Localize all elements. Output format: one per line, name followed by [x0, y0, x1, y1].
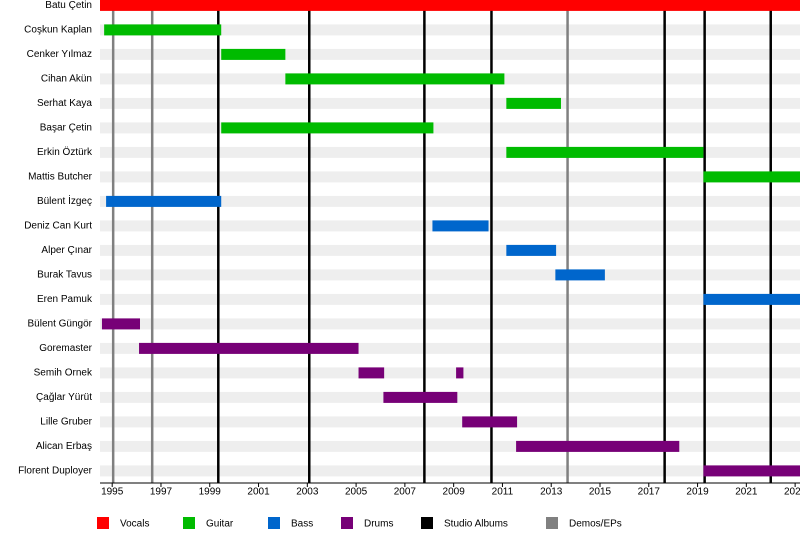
- legend-swatch: [341, 517, 353, 529]
- row-stripe: [100, 24, 800, 36]
- row-stripe: [100, 244, 800, 256]
- tenure-bar: [106, 195, 222, 207]
- row-stripe: [100, 146, 800, 158]
- x-tick-label: 1999: [199, 487, 222, 498]
- tenure-bar: [383, 391, 458, 403]
- x-tick-label: 2023: [784, 487, 800, 498]
- tenure-bar: [506, 97, 561, 109]
- tenure-bar: [100, 0, 800, 11]
- row-stripe: [100, 318, 800, 330]
- member-label: Florent Duployer: [18, 466, 93, 477]
- x-tick-label: 2003: [296, 487, 319, 498]
- row-stripe: [100, 367, 800, 379]
- member-label: Deniz Can Kurt: [24, 221, 92, 232]
- legend-swatch: [268, 517, 280, 529]
- member-label: Cihan Akün: [41, 74, 92, 85]
- member-label: Batu Çetin: [45, 0, 92, 11]
- legend-swatch: [421, 517, 433, 529]
- legend-label: Drums: [364, 519, 393, 530]
- tenure-bar: [358, 367, 385, 379]
- member-label: Mattis Butcher: [28, 172, 93, 183]
- row-stripe: [100, 440, 800, 452]
- tenure-bar: [506, 244, 557, 256]
- legend-label: Vocals: [120, 519, 149, 530]
- x-tick-label: 2001: [247, 487, 270, 498]
- x-tick-label: 2019: [686, 487, 709, 498]
- legend-label: Demos/EPs: [569, 519, 622, 530]
- tenure-bar: [101, 318, 140, 330]
- legend-label: Studio Albums: [444, 519, 508, 530]
- row-stripe: [100, 416, 800, 428]
- member-label: Erkin Öztürk: [37, 146, 93, 158]
- row-stripe: [100, 171, 800, 183]
- member-label: Çağlar Yürüt: [36, 392, 92, 403]
- row-stripe: [100, 122, 800, 134]
- x-tick-label: 2009: [443, 487, 466, 498]
- row-stripe: [100, 293, 800, 305]
- row-stripe: [100, 195, 800, 207]
- member-label: Goremaster: [39, 343, 92, 354]
- x-tick-label: 2007: [394, 487, 417, 498]
- legend-label: Guitar: [206, 519, 234, 530]
- tenure-bar: [506, 146, 704, 158]
- tenure-bar: [432, 220, 489, 232]
- x-tick-label: 2021: [735, 487, 758, 498]
- x-tick-label: 2011: [492, 487, 514, 498]
- tenure-bar: [139, 342, 359, 354]
- row-stripe: [100, 48, 800, 60]
- x-tick-label: 1995: [101, 487, 124, 498]
- member-label: Coşkun Kaplan: [24, 25, 92, 36]
- member-label: Burak Tavus: [37, 270, 92, 281]
- tenure-bar: [456, 367, 464, 379]
- tenure-bar: [285, 73, 505, 85]
- member-label: Semih Ornek: [34, 368, 93, 379]
- member-label: Bülent İzgeç: [37, 194, 92, 207]
- member-label: Eren Pamuk: [37, 294, 93, 305]
- tenure-bar: [703, 465, 800, 477]
- member-label: Bülent Güngör: [28, 319, 93, 330]
- tenure-bar: [221, 48, 286, 60]
- row-stripe: [100, 342, 800, 354]
- tenure-bar: [221, 122, 434, 134]
- member-label: Alican Erbaş: [36, 441, 92, 452]
- row-stripe: [100, 269, 800, 281]
- row-stripe: [100, 97, 800, 109]
- tenure-bar: [555, 269, 605, 281]
- legend-swatch: [546, 517, 558, 529]
- member-label: Lille Gruber: [40, 417, 92, 428]
- member-label: Alper Çınar: [41, 245, 92, 256]
- x-tick-label: 2017: [638, 487, 661, 498]
- legend-label: Bass: [291, 519, 313, 530]
- x-tick-label: 2015: [589, 487, 612, 498]
- member-label: Başar Çetin: [40, 123, 92, 134]
- member-label: Cenker Yılmaz: [27, 49, 92, 60]
- x-tick-label: 2013: [540, 487, 563, 498]
- member-label: Serhat Kaya: [37, 98, 92, 109]
- x-tick-label: 1997: [150, 487, 173, 498]
- tenure-bar: [104, 24, 222, 36]
- tenure-bar: [703, 171, 800, 183]
- x-tick-label: 2005: [345, 487, 368, 498]
- tenure-bar: [462, 416, 518, 428]
- tenure-bar: [703, 293, 800, 305]
- tenure-bar: [516, 440, 680, 452]
- row-stripe: [100, 465, 800, 477]
- legend-swatch: [183, 517, 195, 529]
- legend-swatch: [97, 517, 109, 529]
